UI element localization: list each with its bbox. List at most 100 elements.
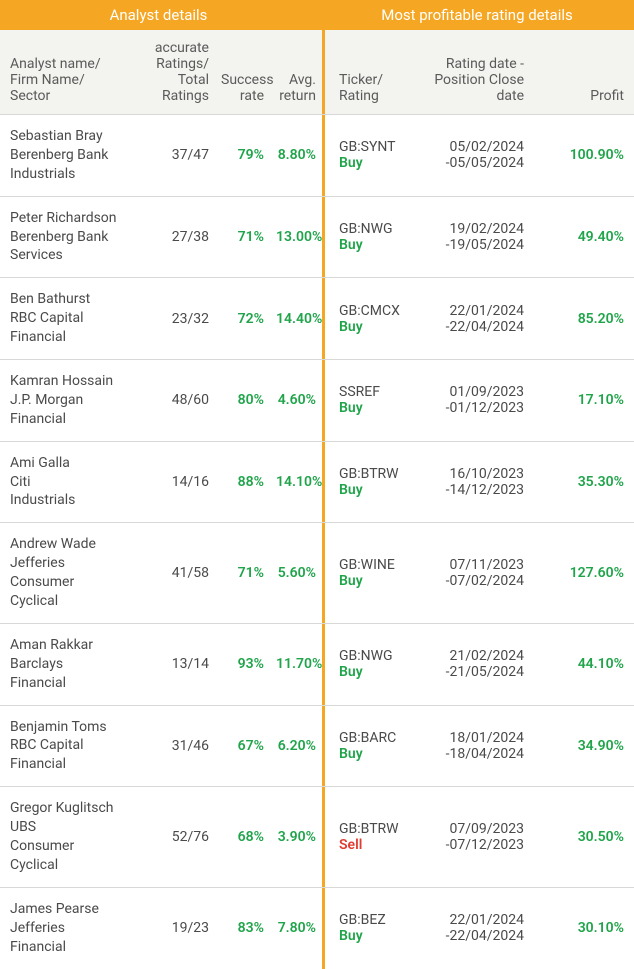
sector-name: Services xyxy=(10,246,124,265)
close-date: -07/12/2023 xyxy=(416,837,524,853)
firm-name: UBS xyxy=(10,818,124,837)
cell-avg-return: 4.60% xyxy=(270,360,325,441)
cell-profit: 44.10% xyxy=(530,624,634,705)
table-row: Gregor KuglitschUBSConsumer Cyclical52/7… xyxy=(0,786,634,887)
cell-dates: 16/10/2023-14/12/2023 xyxy=(410,442,530,523)
firm-name: Berenberg Bank xyxy=(10,228,124,247)
cell-ratings: 13/14 xyxy=(130,624,215,705)
cell-profit: 85.20% xyxy=(530,278,634,359)
cell-dates: 19/02/2024-19/05/2024 xyxy=(410,197,530,278)
cell-avg-return: 14.40% xyxy=(270,278,325,359)
subheader-ticker: Ticker/Rating xyxy=(325,30,410,114)
rating-label: Buy xyxy=(339,664,404,680)
cell-avg-return: 13.00% xyxy=(270,197,325,278)
sector-name: Financial xyxy=(10,755,124,774)
firm-name: Jefferies xyxy=(10,554,124,573)
table-row: Peter RichardsonBerenberg BankServices27… xyxy=(0,196,634,278)
cell-ratings: 52/76 xyxy=(130,787,215,887)
rating-date: 16/10/2023 xyxy=(416,466,524,482)
table-row: Andrew WadeJefferiesConsumer Cyclical41/… xyxy=(0,522,634,623)
cell-ticker: GB:SYNTBuy xyxy=(325,115,410,196)
analyst-name: Benjamin Toms xyxy=(10,718,124,737)
cell-success-rate: 83% xyxy=(215,888,270,969)
cell-avg-return: 8.80% xyxy=(270,115,325,196)
cell-success-rate: 71% xyxy=(215,197,270,278)
analyst-name: Sebastian Bray xyxy=(10,127,124,146)
cell-dates: 01/09/2023-01/12/2023 xyxy=(410,360,530,441)
sector-name: Consumer Cyclical xyxy=(10,573,124,611)
rating-label: Buy xyxy=(339,155,404,171)
header-left: Analyst details xyxy=(0,0,320,30)
rating-date: 22/01/2024 xyxy=(416,912,524,928)
ticker-symbol: GB:SYNT xyxy=(339,139,404,155)
subheader-dates: Rating date -Position Close date xyxy=(410,30,530,114)
close-date: -01/12/2023 xyxy=(416,400,524,416)
table-row: Aman RakkarBarclaysFinancial 13/1493%11.7… xyxy=(0,623,634,705)
subheader-profit: Profit xyxy=(530,30,634,114)
cell-dates: 05/02/2024-05/05/2024 xyxy=(410,115,530,196)
firm-name: J.P. Morgan xyxy=(10,391,124,410)
cell-ratings: 27/38 xyxy=(130,197,215,278)
rows-container: Sebastian Bray Berenberg Bank Industrials 3… xyxy=(0,114,634,969)
cell-ratings: 37/47 xyxy=(130,115,215,196)
cell-ratings: 48/60 xyxy=(130,360,215,441)
rating-date: 18/01/2024 xyxy=(416,730,524,746)
rating-label: Buy xyxy=(339,928,404,944)
analyst-name: Peter Richardson xyxy=(10,209,124,228)
ticker-symbol: GB:BEZ xyxy=(339,912,404,928)
header-right: Most profitable rating details xyxy=(320,0,634,30)
cell-analyst: Benjamin TomsRBC CapitalFinancial xyxy=(0,706,130,787)
rating-label: Buy xyxy=(339,319,404,335)
sector-name: Financial xyxy=(10,674,124,693)
subheader-avg-return: Avg.return xyxy=(270,30,325,114)
cell-success-rate: 68% xyxy=(215,787,270,887)
cell-ticker: GB:BTRWSell xyxy=(325,787,410,887)
cell-avg-return: 11.70% xyxy=(270,624,325,705)
rating-date: 07/11/2023 xyxy=(416,557,524,573)
table-row: Ben BathurstRBC CapitalFinancial23/3272%… xyxy=(0,277,634,359)
ticker-symbol: GB:BTRW xyxy=(339,466,404,482)
cell-dates: 22/01/2024-22/04/2024 xyxy=(410,278,530,359)
analyst-name: Andrew Wade xyxy=(10,535,124,554)
ticker-symbol: GB:NWG xyxy=(339,221,404,237)
rating-date: 07/09/2023 xyxy=(416,821,524,837)
cell-analyst: Peter RichardsonBerenberg BankServices xyxy=(0,197,130,278)
table-row: Kamran HossainJ.P. MorganFinancial48/608… xyxy=(0,359,634,441)
sector-name: Financial xyxy=(10,410,124,429)
close-date: -14/12/2023 xyxy=(416,482,524,498)
cell-ticker: GB:CMCXBuy xyxy=(325,278,410,359)
ticker-symbol: GB:BARC xyxy=(339,730,404,746)
cell-analyst: Ami GallaCitiIndustrials xyxy=(0,442,130,523)
ticker-symbol: SSREF xyxy=(339,384,404,400)
cell-success-rate: 67% xyxy=(215,706,270,787)
cell-ratings: 31/46 xyxy=(130,706,215,787)
cell-ratings: 14/16 xyxy=(130,442,215,523)
ticker-symbol: GB:NWG xyxy=(339,648,404,664)
sector-name: Financial xyxy=(10,938,124,957)
cell-ticker: GB:BEZBuy xyxy=(325,888,410,969)
close-date: -22/04/2024 xyxy=(416,319,524,335)
analyst-name: Ami Galla xyxy=(10,454,124,473)
firm-name: Barclays xyxy=(10,655,124,674)
close-date: -18/04/2024 xyxy=(416,746,524,762)
cell-profit: 35.30% xyxy=(530,442,634,523)
cell-success-rate: 93% xyxy=(215,624,270,705)
cell-ratings: 23/32 xyxy=(130,278,215,359)
firm-name: Jefferies xyxy=(10,919,124,938)
table-row: Sebastian BrayBerenberg BankIndustrials3… xyxy=(0,114,634,196)
cell-analyst: Ben BathurstRBC CapitalFinancial xyxy=(0,278,130,359)
cell-success-rate: 71% xyxy=(215,523,270,623)
cell-avg-return: 6.20% xyxy=(270,706,325,787)
firm-name: RBC Capital xyxy=(10,736,124,755)
rating-date: 01/09/2023 xyxy=(416,384,524,400)
sector-name: Industrials xyxy=(10,165,124,184)
rating-date: 19/02/2024 xyxy=(416,221,524,237)
cell-profit: 127.60% xyxy=(530,523,634,623)
cell-ticker: GB:BTRWBuy xyxy=(325,442,410,523)
cell-avg-return: 7.80% xyxy=(270,888,325,969)
subheader-ratings: accurateRatings/Total Ratings xyxy=(130,30,215,114)
cell-success-rate: 79% xyxy=(215,115,270,196)
subheader-analyst: Analyst name/Firm Name/Sector xyxy=(0,30,130,114)
rating-label: Buy xyxy=(339,237,404,253)
analyst-name: Aman Rakkar xyxy=(10,636,124,655)
